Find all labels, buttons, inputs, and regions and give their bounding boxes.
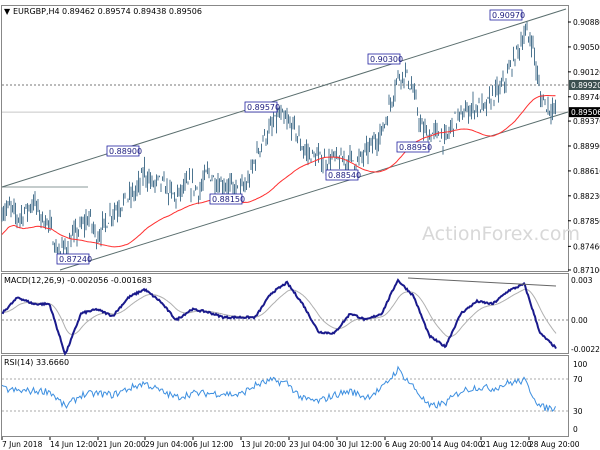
price-label-box	[367, 53, 401, 65]
rsi-axis-label: 100	[573, 360, 588, 369]
time-axis-label: 14 Aug 04:00	[432, 440, 483, 449]
macd-axis-label: 0.00	[571, 316, 588, 325]
macd-divergence-line	[407, 277, 557, 287]
macd-plot	[1, 277, 568, 356]
macd-pane	[1, 273, 569, 354]
time-axis-label: 21 Jun 20:00	[98, 440, 146, 449]
time-axis-label: 14 Jun 12:00	[50, 440, 98, 449]
macd-axis-label: -0.002296	[571, 345, 600, 354]
marked-price-label: 0.89920	[571, 81, 600, 90]
time-axis-label: 21 Aug 12:00	[481, 440, 532, 449]
price-label: 0.90300	[370, 55, 403, 64]
price-label: 0.88150	[212, 195, 245, 204]
price-label-box	[56, 253, 90, 265]
current-price-badge	[569, 107, 600, 118]
time-axis-label: 13 Jul 20:00	[241, 440, 286, 449]
rsi-axis-label: 0	[573, 425, 578, 434]
rsi-axis-label: 70	[573, 375, 583, 384]
price-label-box	[489, 9, 523, 21]
price-label-box	[396, 141, 430, 153]
price-label: 0.89570	[247, 103, 280, 112]
moving-average-line	[1, 95, 556, 248]
price-label: 0.88540	[328, 171, 361, 180]
main-pane	[1, 5, 569, 272]
time-axis-label: 30 Jul 12:00	[337, 440, 382, 449]
time-axis-label: 6 Aug 20:00	[385, 440, 431, 449]
rsi-plot	[1, 365, 568, 413]
time-axis-label: 6 Jul 12:00	[193, 440, 233, 449]
price-label: 0.88900	[109, 147, 142, 156]
time-axis-label: 23 Jul 04:00	[289, 440, 334, 449]
symbol-label: EURGBP,H4	[13, 7, 60, 16]
price-label-box	[244, 101, 278, 113]
price-label-box	[106, 145, 140, 157]
macd-title: MACD(12,26,9) -0.002056 -0.001683	[4, 276, 152, 285]
rsi-pane	[1, 355, 569, 437]
macd-main-line	[1, 278, 557, 356]
price-plot: 0.87240 0.88900 0.88150 0.89570 0.90300 0.885…	[1, 8, 569, 271]
price-label: 0.90970	[492, 11, 525, 20]
time-axis-label: 28 Aug 20:00	[529, 440, 580, 449]
current-price-label: 0.89506	[571, 108, 600, 117]
price-label-box	[209, 193, 243, 205]
rsi-line	[1, 365, 556, 413]
time-axis-label: 7 Jun 2018	[2, 440, 43, 449]
price-label: 0.88950	[399, 143, 432, 152]
watermark: ActionForex.com	[422, 223, 580, 245]
channel-upper-line	[1, 8, 567, 188]
collapse-arrow-icon[interactable]: ▼	[4, 7, 11, 16]
macd-signal-line	[1, 288, 557, 338]
price-label-box	[325, 169, 359, 181]
marked-price-badge	[569, 79, 600, 90]
ohlc-values: 0.89462 0.89574 0.89438 0.89506	[62, 7, 202, 16]
macd-axis-label: 0.003	[571, 276, 593, 285]
price-label: 0.87240	[59, 255, 92, 264]
rsi-title: RSI(14) 33.6660	[4, 358, 69, 367]
rsi-axis-label: 30	[573, 407, 583, 416]
time-axis-label: 29 Jun 04:00	[145, 440, 193, 449]
channel-lower-line	[59, 111, 569, 271]
